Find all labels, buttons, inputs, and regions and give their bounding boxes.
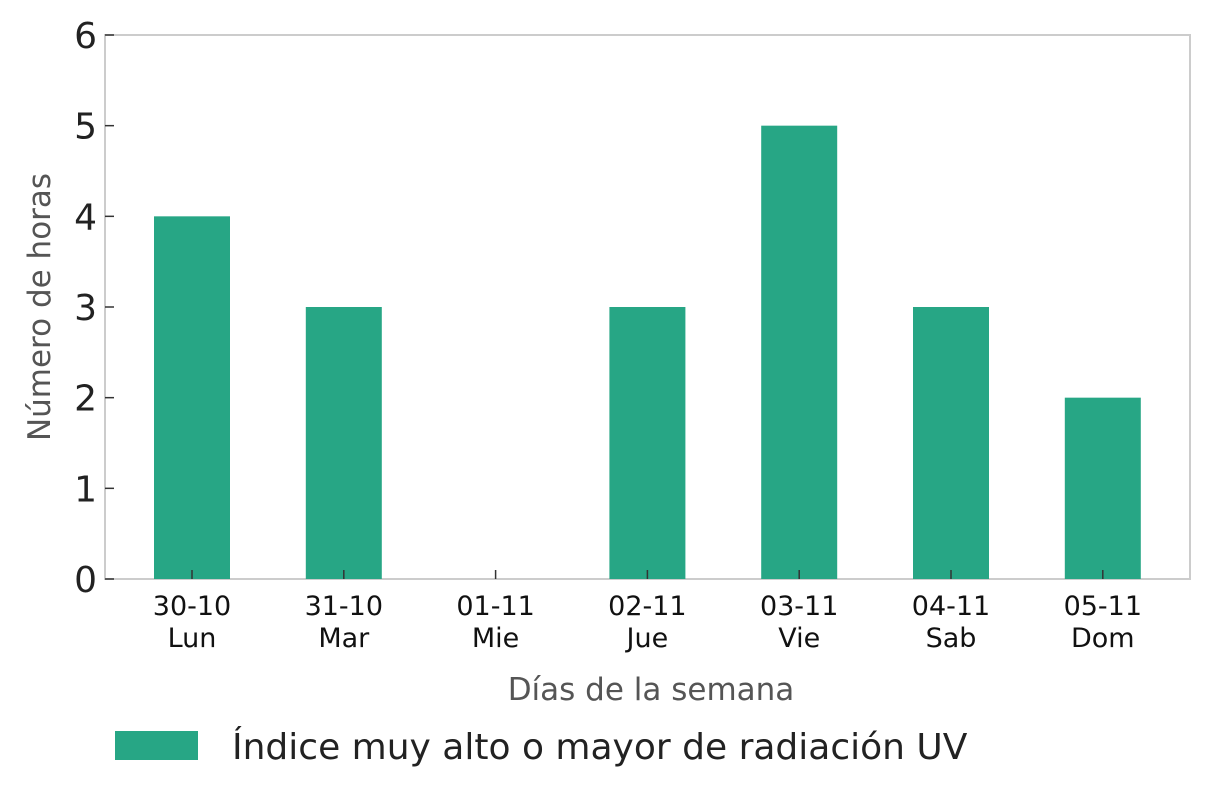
x-tick-label: 31-10 Mar xyxy=(305,591,383,654)
x-tick-label: 30-10 Lun xyxy=(153,591,231,654)
x-tick-label: 05-11 Dom xyxy=(1064,591,1142,654)
y-tick-label: 6 xyxy=(74,16,97,57)
legend-label: Índice muy alto o mayor de radiación UV xyxy=(232,726,968,768)
legend-swatch xyxy=(115,731,198,760)
x-tick-label: 04-11 Sab xyxy=(912,591,990,654)
bar xyxy=(154,216,230,580)
bar xyxy=(761,125,838,580)
bar xyxy=(1064,397,1141,579)
y-tick-label: 5 xyxy=(74,107,97,148)
y-axis: 0 1 2 3 4 5 6 xyxy=(74,16,114,601)
y-tick-label: 2 xyxy=(74,379,97,420)
y-tick-label: 4 xyxy=(74,197,97,238)
x-axis-title: Días de la semana xyxy=(508,672,795,708)
bar xyxy=(305,307,382,579)
y-tick-label: 3 xyxy=(74,288,97,329)
y-tick-label: 0 xyxy=(74,560,97,601)
bars-group xyxy=(154,125,1141,580)
x-tick-label: 01-11 Mie xyxy=(456,591,534,654)
x-tick-label: 02-11 Jue xyxy=(608,591,686,654)
bar xyxy=(609,307,686,579)
x-tick-label: 03-11 Vie xyxy=(760,591,838,654)
bar xyxy=(913,307,989,579)
y-tick-label: 1 xyxy=(74,469,97,510)
legend: Índice muy alto o mayor de radiación UV xyxy=(115,726,968,768)
x-axis: 30-10 Lun 31-10 Mar 01-11 Mie 02-11 Jue 03-11 Vie… xyxy=(153,570,1142,654)
y-axis-title: Número de horas xyxy=(22,173,58,441)
